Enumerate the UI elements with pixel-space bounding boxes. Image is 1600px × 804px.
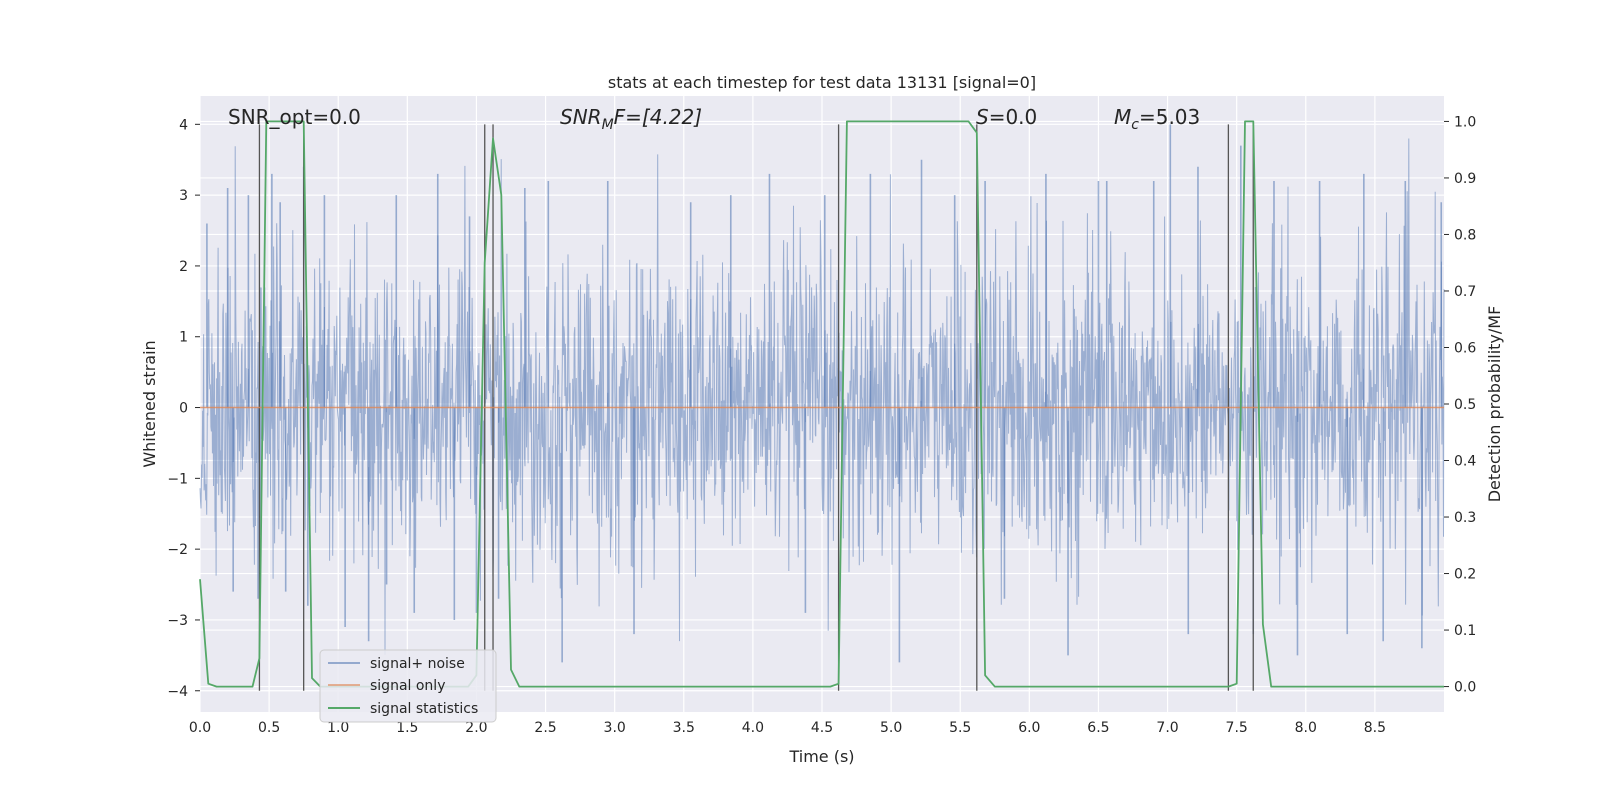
x-tick-label: 7.0 — [1156, 720, 1178, 736]
legend-label-signal: signal only — [370, 678, 445, 694]
x-tick-label: 1.0 — [327, 720, 349, 736]
y2-tick-label: 0.2 — [1454, 567, 1476, 583]
x-tick-label: 3.5 — [673, 720, 695, 736]
annotation-snr-mf-main: SNR — [560, 105, 602, 129]
x-tick-label: 2.5 — [534, 720, 556, 736]
y-tick-label: 2 — [179, 259, 188, 275]
annotation-mc: Mc=5.03 — [1114, 105, 1200, 133]
x-axis-label: Time (s) — [788, 747, 854, 766]
x-tick-label: 1.5 — [396, 720, 418, 736]
annotation-snr-mf-rest: F=[4.22] — [614, 105, 702, 129]
x-tick-label: 8.5 — [1364, 720, 1386, 736]
annotation-mc-sub: c — [1131, 117, 1139, 133]
y2-tick-label: 0.1 — [1454, 623, 1476, 639]
x-tick-label: 7.5 — [1226, 720, 1248, 736]
x-tick-label: 4.0 — [742, 720, 764, 736]
legend-label-noise: signal+ noise — [370, 656, 465, 672]
y2-tick-label: 0.4 — [1454, 454, 1476, 470]
annotation-s-main: S — [976, 105, 989, 129]
x-tick-label: 8.0 — [1295, 720, 1317, 736]
legend: signal+ noise signal only signal statist… — [319, 649, 497, 723]
y-tick-label: 1 — [179, 330, 188, 346]
y-axis-label: Whitened strain — [140, 340, 159, 467]
annotation-mc-rest: =5.03 — [1139, 105, 1200, 129]
annotation-s: S=0.0 — [976, 105, 1037, 129]
line-series-layer — [199, 120, 1444, 688]
y-tick-label: −4 — [167, 684, 188, 700]
x-tick-label: 5.5 — [949, 720, 971, 736]
y-tick-label: −1 — [167, 471, 188, 487]
axes: 0.0 0.5 1.0 1.5 2.0 2.5 3.0 3.5 4.0 4.5 5.0 5.5 6.0 6… — [167, 114, 1476, 736]
y2-tick-label: 0.5 — [1454, 397, 1476, 413]
annotation-mc-main: M — [1114, 105, 1131, 129]
x-tick-label: 6.5 — [1087, 720, 1109, 736]
x-tick-label: 0.5 — [258, 720, 280, 736]
y2-tick-label: 0.6 — [1454, 340, 1476, 356]
x-tick-label: 0.0 — [189, 720, 211, 736]
noise-trace — [199, 138, 1445, 655]
x-tick-label: 3.0 — [604, 720, 626, 736]
annotation-snr-opt: SNR_opt=0.0 — [228, 105, 361, 129]
annotation-snr-mf-sub: M — [602, 117, 614, 133]
legend-box — [319, 649, 497, 723]
y2-tick-label: 0.3 — [1454, 510, 1476, 526]
signal-statistics-line — [199, 120, 1444, 688]
y2-axis-label: Detection probability/MF — [1485, 306, 1504, 503]
y-tick-label: −2 — [167, 542, 188, 558]
y2-tick-label: 0.0 — [1454, 680, 1476, 696]
x-tick-label: 6.0 — [1018, 720, 1040, 736]
x-tick-label: 4.5 — [811, 720, 833, 736]
y2-tick-label: 1.0 — [1454, 114, 1476, 130]
y-tick-label: 0 — [179, 401, 188, 417]
y-tick-label: −3 — [167, 613, 188, 629]
annotation-snr-mf: SNRMF=[4.22] — [560, 105, 702, 133]
y-tick-label: 3 — [179, 188, 188, 204]
y2-tick-label: 0.9 — [1454, 171, 1476, 187]
y2-tick-label: 0.7 — [1454, 284, 1476, 300]
x-tick-label: 5.0 — [880, 720, 902, 736]
chart-title: stats at each timestep for test data 131… — [608, 73, 1036, 92]
y2-tick-label: 0.8 — [1454, 227, 1476, 243]
annotation-s-rest: =0.0 — [989, 105, 1038, 129]
y-tick-label: 4 — [179, 117, 188, 133]
legend-label-stats: signal statistics — [370, 701, 478, 717]
x-tick-label: 2.0 — [465, 720, 487, 736]
